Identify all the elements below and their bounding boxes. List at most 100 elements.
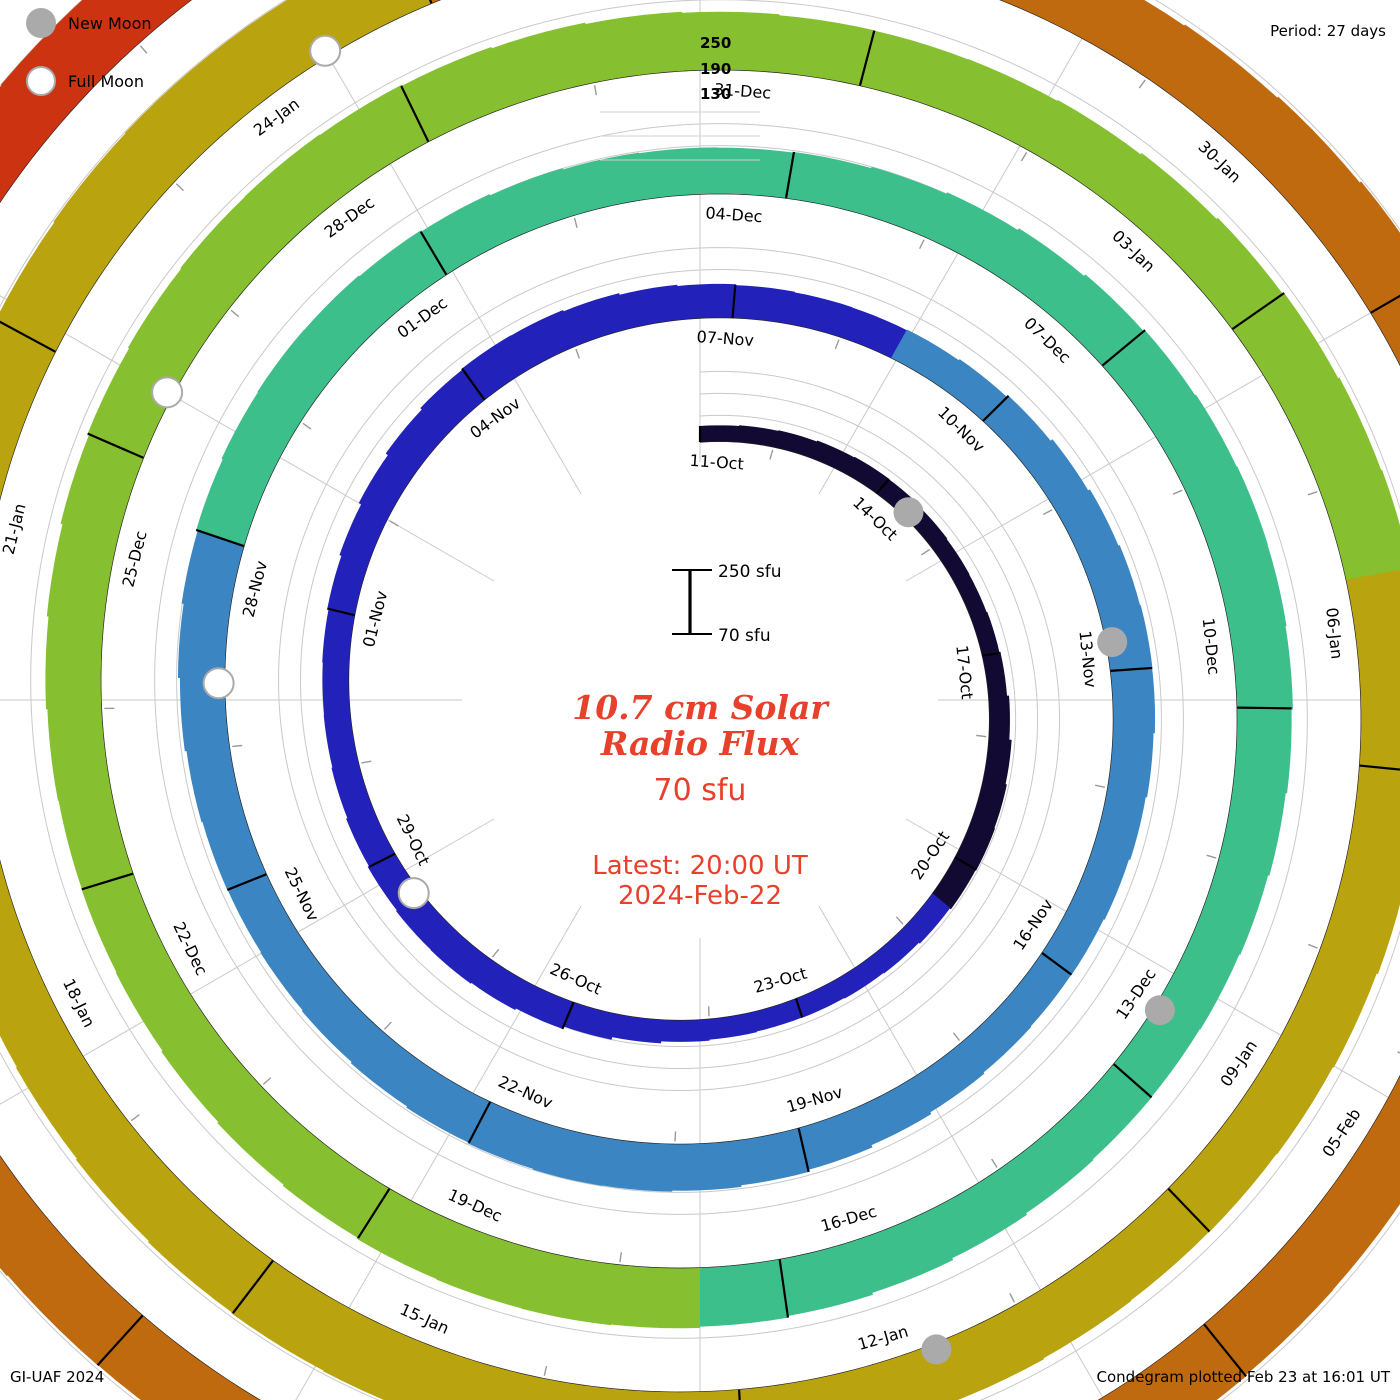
flux-band: [737, 1374, 841, 1400]
legend-full-moon-label: Full Moon: [68, 72, 144, 91]
flux-band: [436, 1224, 540, 1309]
flux-band: [1233, 707, 1292, 794]
date-label: 19-Nov: [784, 1082, 844, 1116]
flux-band: [988, 695, 1010, 741]
flux-band: [584, 11, 684, 83]
day-tick: [1359, 764, 1400, 771]
flux-band: [834, 1346, 948, 1400]
flux-band: [856, 1078, 932, 1146]
flux-band: [257, 329, 343, 422]
flux-band: [124, 54, 253, 182]
flux-band: [101, 0, 191, 44]
day-tick: [1041, 952, 1073, 976]
flux-band: [58, 791, 133, 890]
day-tick: [1231, 292, 1285, 330]
flux-band: [428, 1351, 544, 1400]
center-title-line2: Radio Flux: [600, 723, 800, 763]
flux-band: [221, 391, 301, 482]
flux-band: [562, 293, 627, 347]
flux-band: [331, 762, 374, 819]
flux-band: [430, 928, 491, 984]
credit-label: GI-UAF 2024: [10, 1368, 105, 1386]
flux-band: [322, 608, 355, 666]
flux-band: [795, 979, 845, 1019]
flux-band: [1080, 545, 1141, 615]
flux-band: [773, 430, 818, 458]
flux-band: [406, 1070, 491, 1143]
flux-band: [989, 228, 1085, 315]
flux-band: [537, 1378, 642, 1400]
flux-band: [180, 196, 288, 309]
flux-band: [0, 83, 55, 202]
flux-band: [771, 15, 876, 86]
flux-band: [260, 931, 337, 1012]
date-label: 28-Nov: [239, 559, 271, 619]
center-latest-date: 2024-Feb-22: [617, 881, 783, 912]
day-tick: [1203, 1323, 1247, 1378]
flux-band: [872, 926, 920, 974]
day-tick: [1113, 1063, 1153, 1099]
day-tick: [795, 998, 804, 1018]
flux-band: [1054, 489, 1119, 561]
center-title-line1: 10.7 cm Solar: [572, 688, 828, 727]
flux-band: [358, 230, 448, 317]
flux-band: [127, 267, 230, 381]
flux-band: [227, 873, 298, 954]
flux-band: [1014, 1252, 1132, 1359]
flux-band: [1000, 0, 1068, 24]
date-label: 17-Oct: [952, 644, 977, 700]
flux-band: [1172, 217, 1284, 331]
flux-band: [1111, 1324, 1247, 1400]
day-tick: [858, 30, 876, 86]
flux-band: [786, 151, 873, 213]
flux-band: [244, 134, 355, 244]
flux-band: [925, 192, 1019, 272]
date-label: 07-Nov: [696, 327, 755, 350]
flux-band: [196, 458, 269, 547]
scale-tick-250: 250: [700, 34, 732, 52]
flux-band: [0, 861, 29, 959]
period-label: Period: 27 days: [1270, 22, 1386, 40]
flux-band: [926, 1305, 1045, 1400]
date-label: 15-Jan: [397, 1299, 452, 1337]
flux-band: [385, 408, 447, 476]
flux-band: [75, 1121, 197, 1243]
flux-band: [1102, 330, 1196, 426]
flux-band: [752, 998, 803, 1032]
flux-band: [515, 983, 574, 1029]
date-label: 22-Nov: [495, 1072, 555, 1113]
flux-band: [736, 1128, 809, 1186]
flux-band: [840, 307, 908, 359]
flux-band: [1107, 729, 1154, 798]
flux-band: [6, 1231, 143, 1366]
flux-band: [676, 283, 737, 320]
flux-band: [637, 147, 717, 200]
center-caption: 10.7 cm Solar Radio Flux 70 sfu Latest: …: [470, 690, 930, 912]
day-tick: [226, 873, 267, 891]
day-tick: [195, 528, 245, 548]
day-tick: [0, 320, 56, 353]
day-tick: [954, 856, 977, 871]
flux-band: [1146, 24, 1279, 146]
flux-band: [856, 166, 948, 238]
flux-band: [972, 778, 1007, 829]
scale-tick-190: 190: [700, 60, 732, 78]
flux-band: [946, 59, 1059, 151]
flux-band: [1093, 787, 1146, 860]
day-tick: [1237, 706, 1292, 710]
date-label: 18-Jan: [59, 976, 99, 1031]
flux-band: [680, 11, 780, 72]
day-tick: [778, 1259, 790, 1318]
flux-band: [430, 0, 440, 4]
flux-band: [1281, 377, 1382, 492]
flux-band: [700, 425, 740, 442]
flux-band: [1218, 783, 1286, 876]
flux-band: [835, 955, 885, 999]
flux-band: [470, 958, 531, 1010]
flux-band: [983, 737, 1012, 785]
flux-band: [860, 30, 970, 113]
date-label: 21-Jan: [0, 502, 30, 557]
day-tick: [400, 85, 430, 143]
flux-band: [1320, 469, 1400, 582]
flux-band: [1353, 1076, 1400, 1190]
